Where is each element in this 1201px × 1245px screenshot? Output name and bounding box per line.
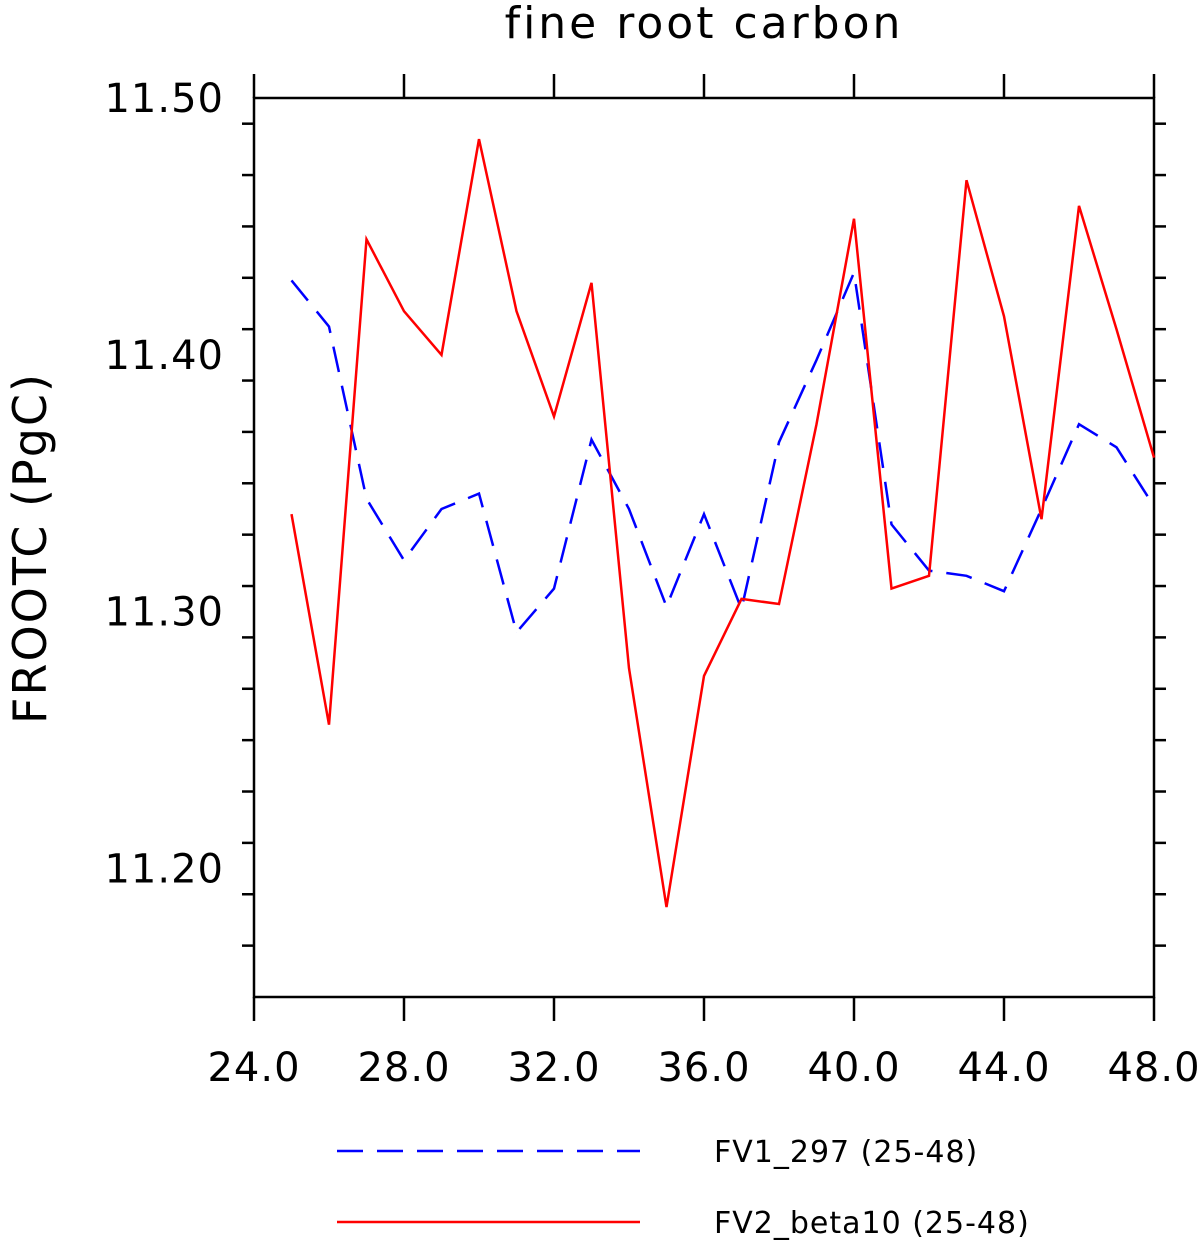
y-axis-label: FROOTC (PgC) (3, 372, 57, 724)
x-tick-label: 32.0 (507, 1045, 600, 1091)
chart-title: fine root carbon (505, 0, 904, 49)
x-tick-label: 48.0 (1107, 1045, 1200, 1091)
y-tick-label: 11.40 (104, 333, 224, 379)
series-line-2 (292, 139, 1155, 907)
x-tick-label: 44.0 (957, 1045, 1050, 1091)
series-line-1 (292, 273, 1155, 633)
y-tick-label: 11.30 (104, 590, 224, 636)
y-tick-label: 11.20 (104, 847, 224, 893)
x-tick-label: 40.0 (807, 1045, 900, 1091)
y-tick-label: 11.50 (104, 76, 224, 122)
plot-area: 24.0 28.0 32.0 36.0 40.0 44.0 48.0 11.20 11.30 11… (104, 74, 1200, 1091)
x-tick-label: 36.0 (657, 1045, 750, 1091)
x-tick-label: 24.0 (207, 1045, 300, 1091)
x-tick-label: 28.0 (357, 1045, 450, 1091)
legend-label-2: FV2_beta10 (25-48) (714, 1206, 1030, 1241)
plot-frame (254, 98, 1154, 997)
legend-label-1: FV1_297 (25-48) (714, 1135, 978, 1170)
legend: FV1_297 (25-48) FV2_beta10 (25-48) (337, 1135, 1030, 1241)
